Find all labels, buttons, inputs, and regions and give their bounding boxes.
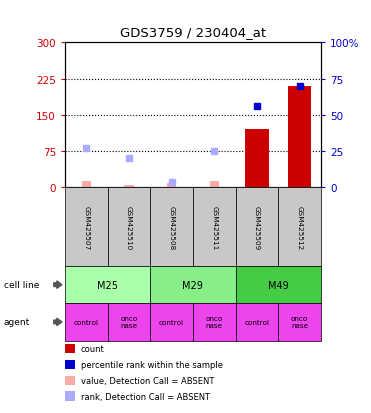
Text: GSM425512: GSM425512 xyxy=(296,205,303,249)
Text: M49: M49 xyxy=(268,280,289,290)
Text: onco
nase: onco nase xyxy=(291,316,308,329)
Bar xyxy=(210,181,219,188)
Text: control: control xyxy=(244,319,269,325)
Title: GDS3759 / 230404_at: GDS3759 / 230404_at xyxy=(120,26,266,39)
Text: agent: agent xyxy=(4,318,30,327)
Bar xyxy=(288,87,311,188)
Text: GSM425511: GSM425511 xyxy=(211,205,217,249)
Text: onco
nase: onco nase xyxy=(206,316,223,329)
Bar xyxy=(245,130,269,188)
Text: control: control xyxy=(74,319,99,325)
Text: onco
nase: onco nase xyxy=(120,316,138,329)
Text: GSM425510: GSM425510 xyxy=(126,205,132,249)
Text: cell line: cell line xyxy=(4,280,39,290)
Text: count: count xyxy=(81,344,105,354)
Text: control: control xyxy=(159,319,184,325)
Text: rank, Detection Call = ABSENT: rank, Detection Call = ABSENT xyxy=(81,392,210,401)
Text: GSM425507: GSM425507 xyxy=(83,205,89,249)
Text: GSM425509: GSM425509 xyxy=(254,205,260,249)
Bar xyxy=(124,186,134,188)
Text: value, Detection Call = ABSENT: value, Detection Call = ABSENT xyxy=(81,376,214,385)
Bar xyxy=(82,182,91,188)
Text: percentile rank within the sample: percentile rank within the sample xyxy=(81,360,223,369)
Text: M25: M25 xyxy=(97,280,118,290)
Text: GSM425508: GSM425508 xyxy=(168,205,175,249)
Text: M29: M29 xyxy=(183,280,203,290)
Bar xyxy=(167,183,176,188)
